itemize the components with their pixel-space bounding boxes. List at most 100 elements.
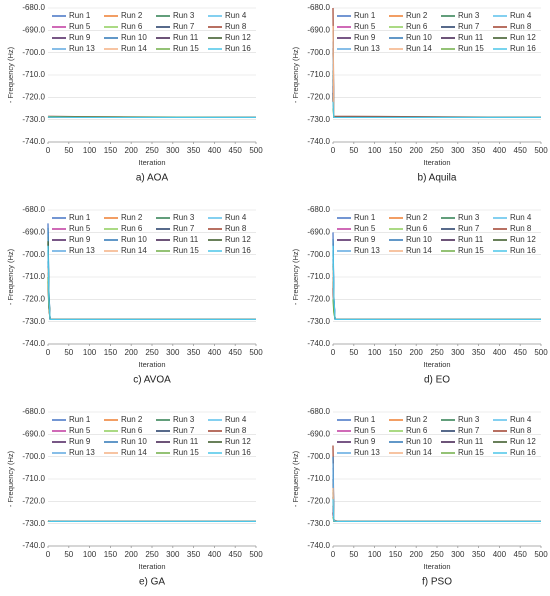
legend-label: Run 8 [510,22,532,31]
series-line [332,501,541,523]
x-tick-label: 250 [145,146,159,155]
legend-label: Run 3 [458,213,480,222]
series-line [332,252,541,321]
legend-label: Run 13 [69,44,95,53]
series-line [47,268,256,321]
legend-label: Run 12 [225,33,251,42]
y-axis-label: - Frequency (Hz) [291,46,300,103]
legend-label: Run 14 [121,246,147,255]
legend-label: Run 10 [121,437,147,446]
x-tick-label: 300 [451,550,465,559]
x-tick-label: 100 [368,348,382,357]
y-tick-label: -730.0 [22,317,45,326]
x-tick-label: 400 [208,146,222,155]
y-tick-label: -740.0 [22,339,45,348]
series-line [332,245,541,321]
x-tick-label: 300 [451,146,465,155]
y-tick-label: -710.0 [307,474,330,483]
x-tick-label: 100 [83,146,97,155]
x-tick-label: 250 [145,550,159,559]
x-tick-label: 400 [493,146,507,155]
y-tick-label: -700.0 [307,250,330,259]
legend-label: Run 9 [69,33,91,42]
legend-label: Run 9 [69,235,91,244]
series-line [332,48,542,119]
legend-label: Run 7 [458,426,480,435]
y-tick-label: -680.0 [22,3,45,12]
y-tick-label: -740.0 [22,541,45,550]
legend-label: Run 8 [225,224,247,233]
legend-label: Run 7 [458,22,480,31]
legend-label: Run 3 [173,213,195,222]
caption: e) GA [139,577,165,588]
series-line [47,281,256,321]
x-tick-label: 350 [472,550,486,559]
y-tick-label: -730.0 [307,317,330,326]
chart-panel: -680.0 -690.0 -700.0 -710.0 -720.0 -730.0 -740… [6,205,263,386]
y-axis-label: - Frequency (Hz) [291,450,300,507]
legend-label: Run 13 [69,246,95,255]
y-tick-label: -680.0 [307,205,330,214]
series-line [332,288,541,321]
x-axis-label: Iteration [423,562,450,571]
x-tick-label: 350 [187,550,201,559]
series-line [332,263,541,321]
x-tick-label: 50 [64,348,73,357]
legend-label: Run 8 [510,426,532,435]
legend-label: Run 1 [69,415,91,424]
legend-label: Run 16 [225,448,251,457]
series-line [332,259,541,321]
legend-label: Run 10 [121,235,147,244]
legend-label: Run 5 [354,22,376,31]
x-tick-label: 450 [229,550,243,559]
series-line [332,79,541,119]
x-tick-label: 100 [368,550,382,559]
legend-label: Run 11 [458,235,484,244]
legend-label: Run 14 [121,44,147,53]
y-tick-label: -720.0 [22,496,45,505]
legend-label: Run 16 [510,44,536,53]
y-tick-label: -710.0 [22,272,45,281]
y-axis-label: - Frequency (Hz) [291,248,300,305]
y-tick-label: -730.0 [22,519,45,528]
legend-label: Run 8 [225,22,247,31]
x-tick-label: 400 [208,348,222,357]
series-line [332,487,541,523]
legend-label: Run 2 [406,11,428,20]
x-tick-label: 0 [46,146,51,155]
x-tick-label: 150 [104,348,118,357]
legend-label: Run 15 [173,448,199,457]
x-tick-label: 350 [472,348,486,357]
x-tick-label: 150 [389,550,403,559]
y-tick-label: -720.0 [307,92,330,101]
legend-label: Run 12 [510,437,536,446]
x-tick-label: 350 [472,146,486,155]
x-axis-label: Iteration [138,360,165,369]
caption: f) PSO [422,577,452,588]
legend-label: Run 7 [458,224,480,233]
series-line [47,250,256,321]
x-tick-label: 350 [187,146,201,155]
x-tick-label: 250 [430,550,444,559]
legend-label: Run 4 [510,11,532,20]
legend-label: Run 15 [458,44,484,53]
y-tick-label: -710.0 [22,474,45,483]
legend-label: Run 10 [406,235,432,244]
series-line [332,270,541,321]
legend-label: Run 14 [121,448,147,457]
series-line [332,97,541,119]
legend-label: Run 3 [173,11,195,20]
x-tick-label: 50 [349,550,358,559]
legend-label: Run 4 [510,213,532,222]
x-tick-label: 0 [331,146,336,155]
series-line [332,276,541,321]
series-line [332,505,541,523]
x-tick-label: 450 [229,348,243,357]
legend-label: Run 13 [354,44,380,53]
series-line [332,299,541,321]
series-line [332,92,541,119]
y-tick-label: -690.0 [22,227,45,236]
x-tick-label: 400 [208,550,222,559]
legend-label: Run 4 [225,213,247,222]
